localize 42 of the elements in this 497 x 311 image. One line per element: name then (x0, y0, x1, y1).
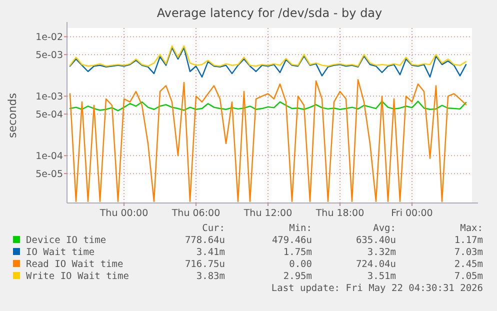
text: 3.83m (196, 271, 226, 282)
text: 3.41m (196, 247, 226, 258)
text: 7.05m (454, 271, 484, 282)
text: Cur: (202, 223, 225, 234)
text: 1.17m (454, 235, 484, 246)
text: 716.75u (184, 259, 225, 270)
x-tick-label: Thu 00:00 (98, 208, 148, 219)
text: 3.32m (367, 247, 396, 258)
x-tick-label: Thu 12:00 (242, 208, 292, 219)
text: 2.45m (454, 259, 484, 270)
y-axis-title: seconds (6, 92, 19, 138)
line-series (69, 100, 467, 112)
chart-title: Average latency for /dev/sda - by day (156, 6, 382, 20)
y-tick-label: 1e-03 (36, 92, 63, 103)
text: 0.00 (289, 259, 312, 270)
legend-label: Write IO Wait time (26, 271, 130, 282)
text: 3.51m (367, 271, 396, 282)
line-series (69, 78, 467, 202)
text: Last update: Fri May 22 04:30:31 2026 (271, 283, 484, 294)
y-tick-label: 5e-05 (36, 169, 63, 180)
x-tick-label: Fri 00:00 (391, 208, 433, 219)
line-series (69, 47, 467, 78)
text: 778.64u (184, 235, 225, 246)
legend-label: Read IO Wait time (26, 259, 124, 270)
y-tick-label: 5e-04 (36, 110, 63, 121)
text: 724.04u (356, 259, 396, 270)
x-tick-label: Thu 18:00 (314, 208, 364, 219)
x-tick-label: Thu 06:00 (170, 208, 220, 219)
y-tick-label: 1e-04 (36, 151, 63, 162)
text: 635.40u (356, 235, 396, 246)
text: 479.46u (272, 235, 312, 246)
text: 7.03m (454, 247, 484, 258)
line-series (69, 45, 467, 67)
y-tick-label: 1e-02 (36, 32, 63, 44)
text: 2.95m (283, 271, 312, 282)
legend-label: IO Wait time (26, 247, 95, 258)
text: Avg: (373, 223, 396, 234)
text: Min: (289, 223, 312, 234)
text: Max: (460, 223, 483, 234)
y-tick-label: 5e-03 (36, 50, 63, 62)
legend-label: Device IO time (26, 235, 106, 246)
text: 1.75m (283, 247, 312, 258)
